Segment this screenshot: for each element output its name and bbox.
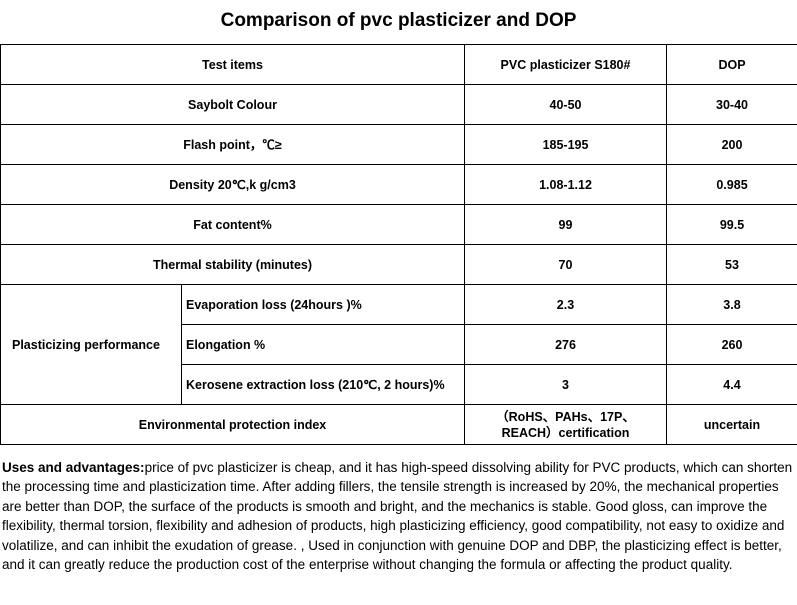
certification-line-1: （RoHS、PAHs、17P、 (496, 409, 635, 424)
table-row: Density 20℃,k g/cm3 1.08-1.12 0.985 (0, 164, 797, 205)
table-row: Environmental protection index （RoHS、PAH… (0, 404, 797, 445)
description-paragraph: Uses and advantages:price of pvc plastic… (2, 458, 794, 574)
row-dop-value: 4.4 (666, 364, 797, 405)
row-product-value: 185-195 (464, 124, 667, 165)
table-row: Plasticizing performance Evaporation los… (0, 284, 797, 405)
table-row: Fat content% 99 99.5 (0, 204, 797, 245)
row-dop-value: 99.5 (666, 204, 797, 245)
header-test-items: Test items (0, 44, 465, 85)
plasticizing-group-label: Plasticizing performance (0, 284, 182, 405)
header-product: PVC plasticizer S180# (464, 44, 667, 85)
row-product-value: 40-50 (464, 84, 667, 125)
row-product-value: 99 (464, 204, 667, 245)
row-dop-value: 200 (666, 124, 797, 165)
table-header-row: Test items PVC plasticizer S180# DOP (0, 44, 797, 85)
row-item: Thermal stability (minutes) (0, 244, 465, 285)
comparison-table: Test items PVC plasticizer S180# DOP Say… (0, 44, 797, 445)
row-item: Evaporation loss (24hours )% (181, 284, 465, 325)
row-item: Fat content% (0, 204, 465, 245)
row-item: Flash point，℃≥ (0, 124, 465, 165)
row-item: Saybolt Colour (0, 84, 465, 125)
row-dop-value: 53 (666, 244, 797, 285)
row-item: Environmental protection index (0, 404, 465, 445)
row-item: Kerosene extraction loss (210℃, 2 hours)… (181, 364, 465, 405)
row-dop-value: 260 (666, 324, 797, 365)
table-row: Thermal stability (minutes) 70 53 (0, 244, 797, 285)
header-dop: DOP (666, 44, 797, 85)
table-row: Kerosene extraction loss (210℃, 2 hours)… (1, 364, 797, 405)
row-dop-value: 0.985 (666, 164, 797, 205)
certification-line-2: REACH）certification (501, 425, 630, 440)
row-product-value: 3 (464, 364, 667, 405)
row-item: Elongation % (181, 324, 465, 365)
row-dop-value: 3.8 (666, 284, 797, 325)
row-product-value: 1.08-1.12 (464, 164, 667, 205)
row-dop-value: 30-40 (666, 84, 797, 125)
row-product-value: （RoHS、PAHs、17P、 REACH）certification (464, 404, 667, 445)
row-product-value: 70 (464, 244, 667, 285)
table-row: Flash point，℃≥ 185-195 200 (0, 124, 797, 165)
row-dop-value: uncertain (666, 404, 797, 445)
description-text: price of pvc plasticizer is cheap, and i… (2, 460, 793, 573)
row-product-value: 2.3 (464, 284, 667, 325)
description-lead: Uses and advantages: (2, 460, 145, 475)
table-row: Saybolt Colour 40-50 30-40 (0, 84, 797, 125)
page-title: Comparison of pvc plasticizer and DOP (220, 10, 577, 31)
row-product-value: 276 (464, 324, 667, 365)
row-item: Density 20℃,k g/cm3 (0, 164, 465, 205)
